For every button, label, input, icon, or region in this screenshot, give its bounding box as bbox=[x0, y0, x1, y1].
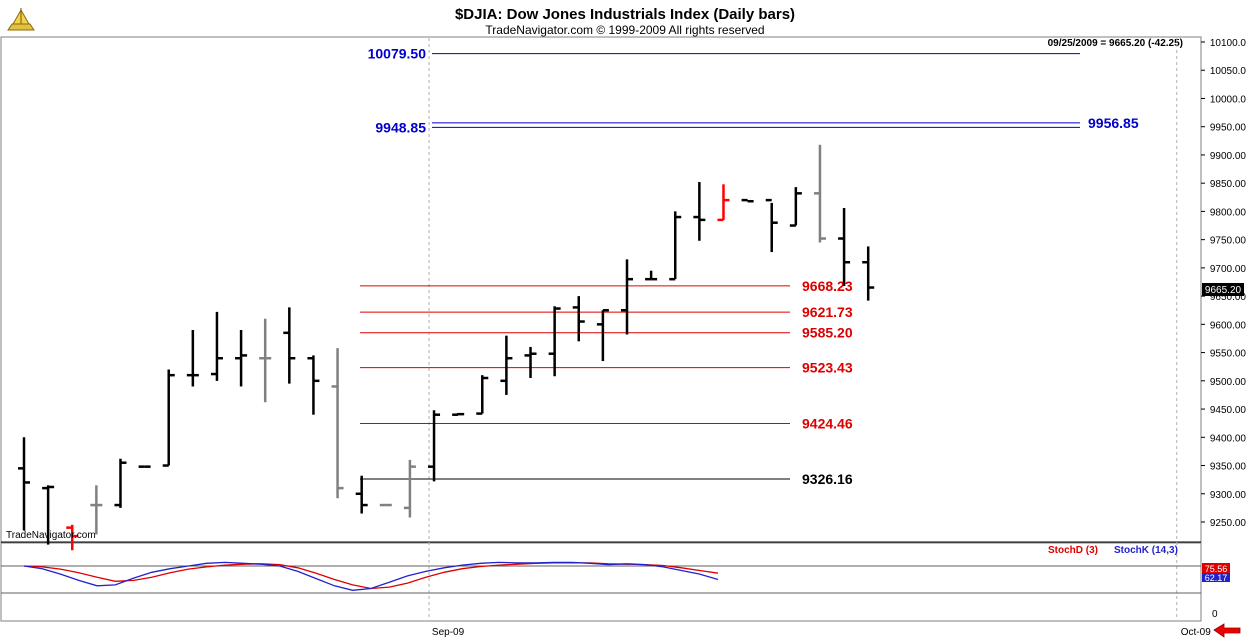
ohlc-bar bbox=[789, 187, 802, 227]
ohlc-bar bbox=[548, 306, 561, 377]
ohlc-bar bbox=[862, 246, 875, 301]
price-tick-label: 9300.00 bbox=[1210, 490, 1247, 501]
ohlc-bar bbox=[741, 198, 754, 203]
last-price-box bbox=[1202, 283, 1244, 296]
ohlc-bar bbox=[765, 198, 778, 253]
price-tick-label: 9400.00 bbox=[1210, 433, 1247, 444]
price-tick-label: 9450.00 bbox=[1210, 405, 1247, 416]
stochk-value-box bbox=[1202, 573, 1230, 582]
price-tick-label: 9650.00 bbox=[1210, 292, 1247, 303]
scroll-left-arrow-icon[interactable] bbox=[1213, 623, 1241, 638]
price-tick-label: 9850.00 bbox=[1210, 179, 1247, 190]
ohlc-bar bbox=[186, 330, 199, 387]
price-tick-label: 9250.00 bbox=[1210, 518, 1247, 529]
ohlc-bar bbox=[813, 144, 826, 243]
ohlc-bar bbox=[838, 208, 851, 286]
price-tick-label: 9750.00 bbox=[1210, 236, 1247, 247]
level-label: 9668.23 bbox=[802, 278, 853, 294]
watermark: TradeNavigator.com bbox=[6, 530, 96, 541]
level-label: 9523.43 bbox=[802, 360, 853, 376]
ohlc-bar bbox=[645, 270, 658, 281]
ohlc-bar bbox=[66, 524, 79, 551]
chart-title: $DJIA: Dow Jones Industrials Index (Dail… bbox=[455, 6, 795, 23]
stochd-value: 75.56 bbox=[1205, 564, 1228, 574]
price-tick-label: 9550.00 bbox=[1210, 349, 1247, 360]
ohlc-bar bbox=[42, 485, 55, 545]
price-tick-label: 10100.0 bbox=[1210, 38, 1247, 49]
level-label: 9956.85 bbox=[1088, 115, 1139, 131]
stochd-legend: StochD (3) bbox=[1048, 545, 1098, 556]
level-label: 9621.73 bbox=[802, 304, 853, 320]
last-close-info: 09/25/2009 = 9665.20 (-42.25) bbox=[1048, 38, 1183, 49]
indicator-zero-label: 0 bbox=[1212, 609, 1218, 620]
chart-subtitle: TradeNavigator.com © 1999-2009 All right… bbox=[485, 23, 764, 37]
price-tick-label: 9950.00 bbox=[1210, 123, 1247, 134]
level-label: 9424.46 bbox=[802, 415, 853, 431]
stochk-line bbox=[23, 561, 719, 591]
price-tick-label: 9800.00 bbox=[1210, 207, 1247, 218]
ohlc-bar bbox=[235, 330, 248, 387]
ohlc-bar bbox=[693, 182, 706, 241]
ohlc-bar bbox=[331, 348, 344, 499]
ohlc-bar bbox=[669, 211, 682, 281]
price-tick-label: 9500.00 bbox=[1210, 377, 1247, 388]
ohlc-bar bbox=[18, 437, 30, 531]
ohlc-bar bbox=[403, 459, 416, 518]
trade-navigator-logo-icon[interactable] bbox=[7, 8, 35, 31]
last-price-label: 9665.20 bbox=[1205, 285, 1242, 296]
ohlc-bar bbox=[596, 308, 609, 362]
ohlc-bar bbox=[162, 369, 175, 467]
ohlc-bar bbox=[428, 410, 441, 482]
level-label: 9948.85 bbox=[375, 119, 426, 135]
price-tick-label: 9900.00 bbox=[1210, 151, 1247, 162]
ohlc-bar bbox=[283, 307, 296, 384]
indicator-pane bbox=[0, 542, 1202, 622]
ohlc-bar bbox=[621, 259, 633, 335]
stochk-value: 62.17 bbox=[1205, 573, 1228, 583]
ohlc-bar bbox=[379, 503, 392, 507]
level-label: 9585.20 bbox=[802, 325, 853, 341]
price-tick-label: 9350.00 bbox=[1210, 462, 1247, 473]
x-axis-label: Oct-09 bbox=[1181, 627, 1211, 638]
ohlc-bar bbox=[524, 346, 537, 378]
ohlc-bar bbox=[355, 475, 368, 514]
stochk-legend: StochK (14,3) bbox=[1114, 545, 1178, 556]
level-label: 10079.50 bbox=[368, 46, 427, 62]
ohlc-bar bbox=[452, 412, 465, 416]
level-label: 9326.16 bbox=[802, 471, 853, 487]
price-tick-label: 9700.00 bbox=[1210, 264, 1247, 275]
price-tick-label: 9600.00 bbox=[1210, 320, 1247, 331]
ohlc-bar bbox=[259, 318, 272, 403]
ohlc-bar bbox=[90, 485, 103, 535]
ohlc-bar bbox=[717, 184, 730, 222]
ohlc-bar bbox=[210, 311, 223, 381]
x-axis-label: Sep-09 bbox=[432, 627, 465, 638]
ohlc-bar bbox=[476, 375, 489, 415]
stochd-value-box bbox=[1202, 563, 1230, 574]
ohlc-bar bbox=[572, 296, 585, 342]
ohlc-bar bbox=[500, 335, 513, 395]
ohlc-bar bbox=[114, 458, 127, 508]
ohlc-bar bbox=[307, 355, 320, 415]
price-tick-label: 10000.0 bbox=[1210, 94, 1247, 105]
price-tick-label: 10050.0 bbox=[1210, 66, 1247, 77]
